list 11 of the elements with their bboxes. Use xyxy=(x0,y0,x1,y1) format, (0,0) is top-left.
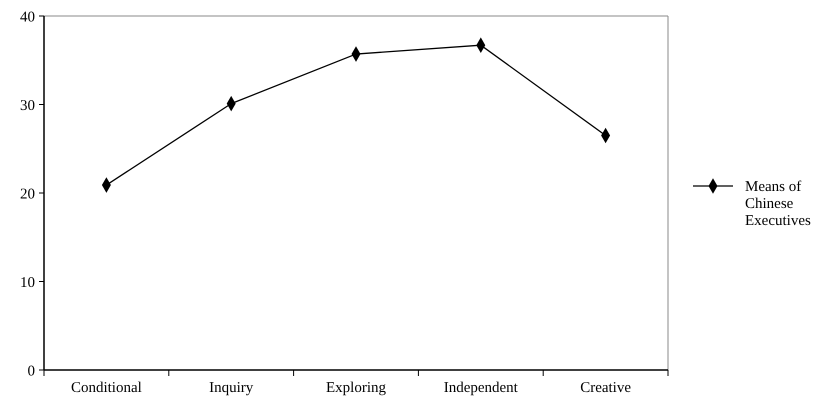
x-tick-label: Independent xyxy=(444,380,519,396)
x-tick-label: Creative xyxy=(580,380,632,396)
x-tick-label: Exploring xyxy=(326,380,386,396)
x-tick-label: Conditional xyxy=(70,380,142,396)
x-tick-label: Inquiry xyxy=(209,380,254,396)
y-tick-label: 10 xyxy=(20,274,35,291)
y-tick-label: 40 xyxy=(20,9,35,26)
y-tick-label: 0 xyxy=(28,363,35,380)
y-tick-label: 20 xyxy=(20,186,35,202)
legend-label: Means of Chinese Executives xyxy=(745,179,811,229)
y-tick-label: 30 xyxy=(20,98,35,114)
